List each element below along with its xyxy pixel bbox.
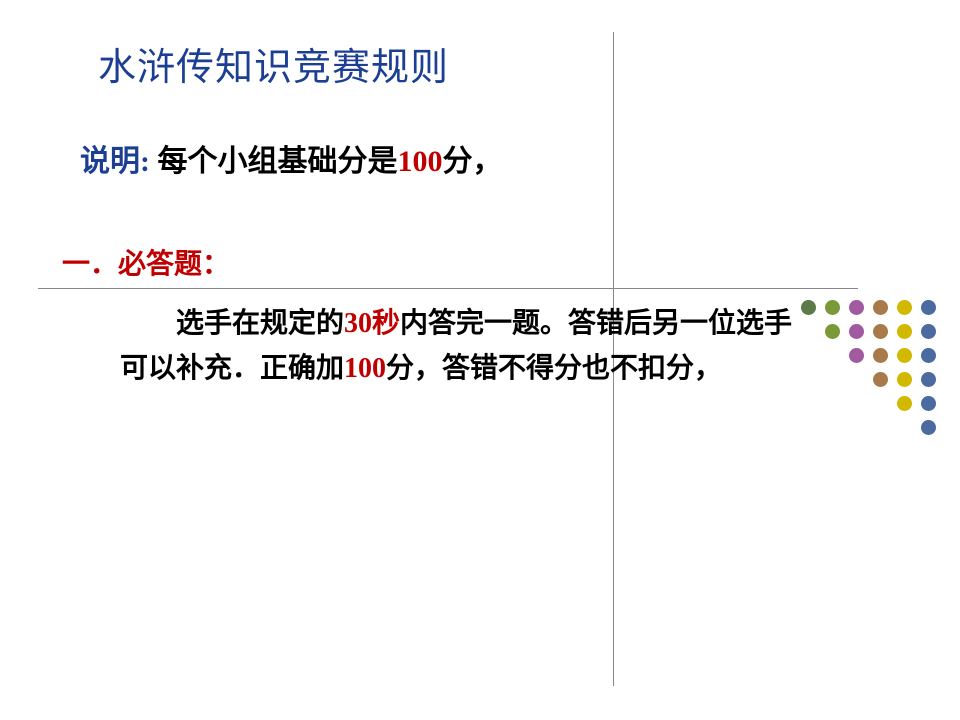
dot-row	[801, 324, 936, 339]
note-before: 每个小组基础分是	[150, 145, 398, 178]
body-paragraph: 选手在规定的30秒内答完一题。答错后另一位选手可以补充．正确加100分，答错不得…	[120, 302, 800, 392]
dot-icon	[897, 324, 912, 339]
note-label: 说明:	[80, 145, 150, 178]
dot-row	[801, 372, 936, 387]
section-heading: 一．必答题：	[62, 242, 230, 282]
dot-icon	[897, 396, 912, 411]
dot-icon	[849, 348, 864, 363]
body-red1: 30秒	[344, 308, 400, 339]
dot-icon	[921, 420, 936, 435]
dot-icon	[921, 372, 936, 387]
body-part1: 选手在规定的	[176, 308, 344, 339]
body-red2: 100	[344, 353, 386, 384]
dot-icon	[849, 300, 864, 315]
dot-icon	[873, 372, 888, 387]
dot-icon	[921, 300, 936, 315]
slide: 水浒传知识竞赛规则 说明: 每个小组基础分是100分， 一．必答题： 选手在规定…	[0, 0, 960, 720]
horizontal-divider	[38, 288, 858, 289]
dot-icon	[897, 300, 912, 315]
dot-row	[801, 420, 936, 435]
dot-icon	[873, 324, 888, 339]
dot-icon	[921, 348, 936, 363]
note-line: 说明: 每个小组基础分是100分，	[80, 136, 503, 180]
dot-icon	[849, 324, 864, 339]
note-after: 分，	[443, 145, 503, 178]
dot-icon	[801, 300, 816, 315]
note-number: 100	[398, 145, 443, 178]
decorative-dots	[801, 300, 936, 444]
dot-icon	[825, 324, 840, 339]
dot-row	[801, 300, 936, 315]
dot-icon	[873, 348, 888, 363]
dot-icon	[921, 324, 936, 339]
dot-row	[801, 348, 936, 363]
body-part3: 分，答错不得分也不扣分，	[386, 353, 722, 384]
dot-icon	[897, 348, 912, 363]
slide-title: 水浒传知识竞赛规则	[98, 36, 449, 91]
dot-icon	[825, 300, 840, 315]
dot-icon	[897, 372, 912, 387]
dot-row	[801, 396, 936, 411]
dot-icon	[873, 300, 888, 315]
dot-icon	[921, 396, 936, 411]
